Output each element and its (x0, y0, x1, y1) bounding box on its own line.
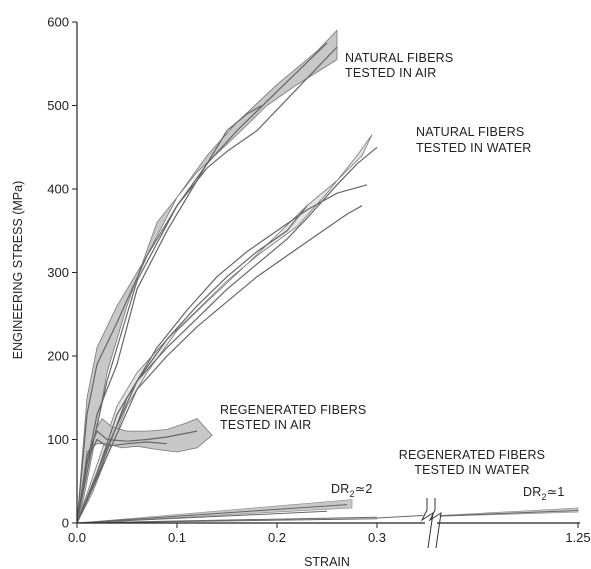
curves-layer (76, 42, 579, 524)
x-axis-label: STRAIN (304, 555, 350, 569)
y-tick-label: 400 (47, 182, 69, 197)
y-axis-label: ENGINEERING STRESS (MPa) (11, 181, 25, 360)
curve-regenerated-fibers-air-2 (76, 438, 168, 524)
y-tick-label: 200 (47, 349, 69, 364)
annotation-natural-water-line1: NATURAL FIBERS (416, 125, 524, 139)
curve-regenerated-water-2 (76, 510, 328, 524)
curve-natural-fibers-air-1 (76, 42, 328, 524)
band-natural-fibers-air (76, 29, 338, 524)
curve-natural-fibers-water-2 (76, 184, 368, 524)
ticks-layer: 0 100 200 300 400 500 600 0.0 0.1 0.2 0.3 1.25 (47, 15, 590, 546)
annotation-natural-air-line2: TESTED IN AIR (345, 66, 437, 80)
curve-natural-fibers-water-1 (76, 146, 378, 524)
band-regenerated-fibers-air (76, 417, 213, 524)
annotation-natural-air-line1: NATURAL FIBERS (345, 51, 453, 65)
band-natural-fibers-water (76, 134, 373, 524)
x-tick-label: 0.3 (368, 530, 386, 545)
y-tick-label: 100 (47, 432, 69, 447)
annotation-regenerated-water-line1: REGENERATED FIBERS (399, 448, 545, 462)
curve-regenerated-water-4 (76, 518, 378, 524)
y-tick-label: 300 (47, 265, 69, 280)
y-tick-label: 500 (47, 98, 69, 113)
x-tick-label: 1.25 (565, 530, 590, 545)
annotation-natural-water-line2: TESTED IN WATER (416, 141, 532, 155)
x-tick-label: 0.0 (68, 530, 86, 545)
x-tick-label: 0.1 (168, 530, 186, 545)
x-tick-label: 0.2 (268, 530, 286, 545)
axis-break-symbol (420, 496, 442, 549)
curve-regenerated-water-continuation (376, 514, 424, 519)
band-regenerated-water-dr2-2 (76, 499, 353, 524)
curve-natural-fibers-air-2 (76, 104, 263, 524)
curve-regenerated-fibers-air-1 (76, 430, 198, 524)
annotation-regenerated-air-line1: REGENERATED FIBERS (220, 403, 366, 417)
annotation-dr2-1: DR2≃1 (523, 485, 565, 502)
annotation-regenerated-air-line2: TESTED IN AIR (220, 418, 312, 432)
curve-natural-fibers-water-4 (76, 205, 308, 524)
curve-natural-fibers-air-3 (76, 46, 338, 524)
annotation-regenerated-water-line2: TESTED IN WATER (414, 463, 530, 477)
curve-regenerated-water-1 (76, 504, 348, 524)
y-tick-label: 600 (47, 15, 69, 30)
y-tick-label: 0 (62, 516, 69, 531)
curve-natural-fibers-water-3 (76, 205, 363, 524)
annotation-dr2-2: DR2≃2 (331, 482, 373, 499)
curve-regenerated-water-dr2-1 (439, 509, 579, 517)
